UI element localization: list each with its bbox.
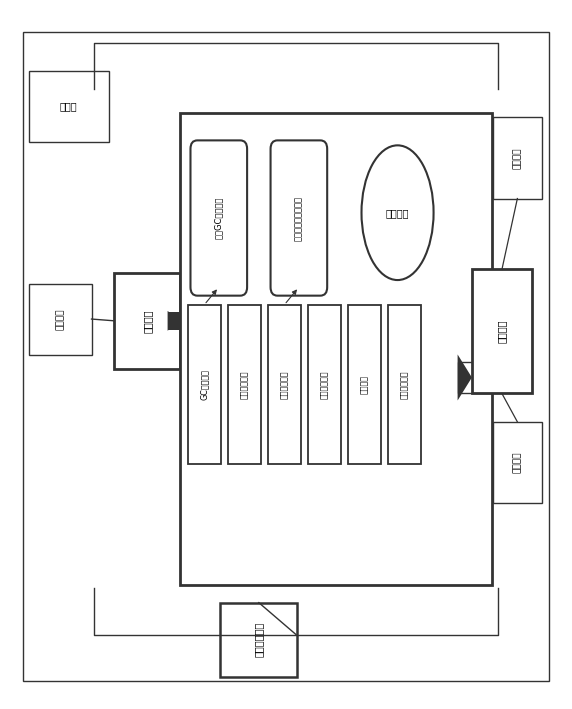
Bar [220,603,297,677]
Bar [493,117,542,199]
Text: 用户界面: 用户界面 [55,308,65,330]
Text: 绘制GC含量图形: 绘制GC含量图形 [214,197,223,239]
Bar [348,305,381,464]
Bar [29,284,92,354]
Text: 输出模块: 输出模块 [497,320,507,343]
Text: 正向重复序列: 正向重复序列 [280,370,289,399]
Text: 输入模块: 输入模块 [142,309,152,333]
Bar [472,269,532,393]
Bar [228,305,261,464]
Bar [180,113,492,585]
Ellipse shape [362,145,434,280]
Bar [388,305,421,464]
Bar [268,305,301,464]
Text: 分析模块: 分析模块 [386,208,410,218]
Bar [168,312,183,330]
Bar [29,71,109,142]
FancyBboxPatch shape [271,140,327,296]
Bar [493,422,542,503]
Bar [308,305,341,464]
Bar [188,305,221,464]
Bar [458,362,492,393]
Text: GC含量分析: GC含量分析 [200,369,209,400]
Text: 回文序列: 回文序列 [360,375,369,394]
Polygon shape [168,311,180,330]
Text: 外部文件: 外部文件 [513,452,522,474]
Polygon shape [458,354,472,401]
Text: 反向互补序列: 反向互补序列 [400,370,409,399]
Text: 计算机: 计算机 [60,101,77,111]
Text: 碱基含量分析: 碱基含量分析 [240,370,249,399]
FancyBboxPatch shape [190,140,247,296]
Text: 用户界面: 用户界面 [513,147,522,169]
Bar [114,273,180,369]
Text: 反向重复序列: 反向重复序列 [320,370,329,399]
Text: 批量处理模块: 批量处理模块 [254,623,264,657]
Text: 重复序列的加亮标注: 重复序列的加亮标注 [295,196,303,240]
